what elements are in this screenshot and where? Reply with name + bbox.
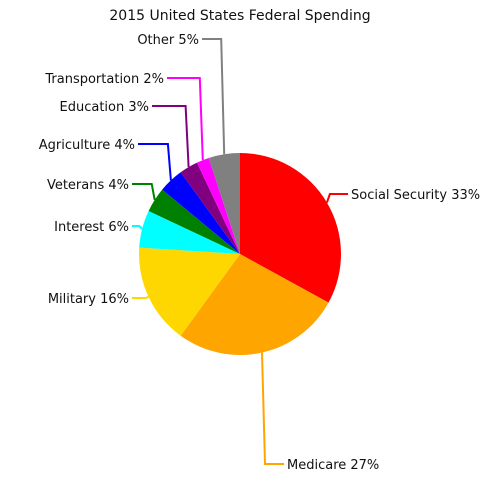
leader-line-military [132, 296, 149, 299]
leader-line-education [152, 105, 190, 168]
chart-title: 2015 United States Federal Spending [109, 8, 370, 24]
leader-line-medicare [261, 352, 284, 465]
leader-line-veterans [132, 183, 156, 201]
label-veterans: Veterans 4% [47, 178, 129, 193]
slice-labels: Social Security 33% Medicare 27% Military … [39, 33, 480, 473]
slice-social-security [240, 153, 342, 303]
slice-military [139, 247, 240, 336]
slice-medicare [180, 254, 329, 356]
leader-lines [132, 38, 348, 465]
label-education: Education 3% [60, 100, 149, 115]
leader-line-agriculture [138, 143, 172, 181]
label-military: Military 16% [48, 292, 129, 307]
slice-transportation [197, 157, 240, 254]
label-medicare: Medicare 27% [287, 458, 379, 473]
slice-education [180, 162, 240, 254]
label-other: Other 5% [137, 33, 199, 48]
slice-veterans [148, 189, 240, 254]
label-interest: Interest 6% [54, 220, 129, 235]
leader-line-other [202, 38, 226, 155]
label-transportation: Transportation 2% [44, 72, 164, 87]
pie-slices [139, 153, 342, 356]
label-social-security: Social Security 33% [351, 188, 480, 203]
leader-line-social-security [325, 193, 348, 203]
slice-other [208, 153, 240, 254]
label-agriculture: Agriculture 4% [39, 138, 135, 153]
slice-agriculture [162, 172, 240, 254]
leader-line-transportation [167, 77, 204, 161]
leader-line-interest [132, 225, 143, 230]
slice-interest [139, 211, 240, 254]
